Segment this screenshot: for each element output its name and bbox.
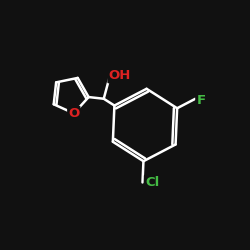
Text: Cl: Cl [145, 176, 159, 189]
Text: F: F [196, 94, 205, 106]
Text: OH: OH [108, 69, 131, 82]
Text: O: O [68, 107, 80, 120]
